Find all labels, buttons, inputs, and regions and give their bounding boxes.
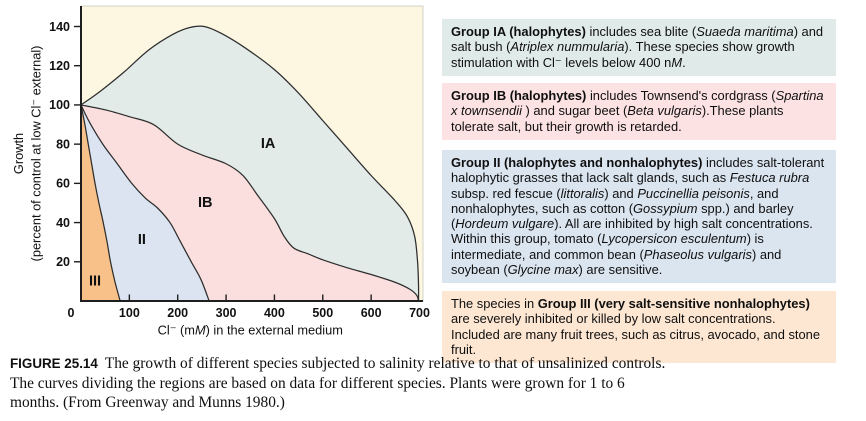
text-segment: Atriplex nummularia [510, 39, 625, 55]
y-tick-label: 60 [56, 177, 70, 191]
region-iii-curve [80, 104, 121, 302]
text-segment: The growth of different species subjecte… [10, 355, 666, 412]
text-segment: includes Townsend's cordgrass ( [586, 88, 776, 103]
text-segment: includes sea blite ( [585, 24, 697, 39]
info-box-group-ia: Group IA (halophytes) includes sea blite… [442, 19, 836, 76]
text-segment: ) are sensitive. [578, 262, 663, 278]
text-segment: FIGURE 25.14 [10, 356, 98, 371]
text-segment: Group IB (halophytes) [451, 88, 587, 103]
text-segment: ). These species show growth stimulation… [451, 39, 795, 70]
y-tick-label: 40 [56, 216, 70, 230]
y-tick-label: 140 [49, 20, 70, 34]
info-box-group-ii: Group II (halophytes and nonhalophytes) … [442, 150, 836, 284]
text-segment: Gossypium [633, 200, 698, 216]
text-segment: Hordeum vulgare [455, 216, 555, 232]
text-segment: ).These plants tolerate salt, but their … [451, 103, 784, 134]
region-ii-area [81, 104, 210, 301]
info-box-group-ib: Group IB (halophytes) includes Townsend'… [442, 83, 836, 140]
text-segment: ) is intermediate, and common bean ( [451, 231, 764, 262]
x-tick-label: 500 [312, 306, 333, 320]
text-segment: Puccinellia peisonis [637, 185, 750, 201]
text-segment: ). All are inhibited by high salt concen… [451, 216, 813, 247]
text-segment: Beta vulgaris [627, 103, 702, 119]
text-segment: Phaseolus vulgaris [643, 246, 752, 262]
svg-text:Growth: Growth [11, 133, 26, 174]
figure-caption: FIGURE 25.14 The growth of different spec… [10, 354, 668, 413]
text-segment: subsp. red fescue ( [451, 185, 561, 201]
text-segment: ) and salt bush ( [451, 24, 824, 55]
y-tick-label: 80 [56, 137, 70, 151]
region-iii-area [81, 104, 121, 301]
text-segment: ) and soybean ( [451, 246, 782, 278]
region-ib-curve [80, 104, 420, 302]
x-tick-label: 400 [264, 306, 285, 320]
text-segment: includes salt-tolerant halophytic grasse… [451, 155, 825, 186]
x-tick-label: 0 [68, 306, 75, 320]
text-segment: Glycine max [507, 262, 579, 278]
text-segment: Lycopersicon esculentum [601, 231, 747, 247]
text-segment: Suaeda maritima [696, 24, 794, 39]
region-iii-label: III [89, 273, 101, 289]
info-box-group-iii: The species in Group III (very salt-sens… [442, 291, 836, 364]
text-segment: Group III (very salt-sensitive nonhaloph… [537, 296, 810, 311]
region-ib-label: IB [198, 195, 213, 211]
y-axis-title: Growth (percent of control at low Cl⁻ ext… [11, 46, 44, 262]
y-tick-label: 100 [49, 98, 70, 112]
salinity-growth-chart: 20 40 60 80 100 120 140 0 100 200 300 400 500 600 700 I… [11, 5, 430, 338]
text-segment: are severely inhibited or killed by low … [451, 311, 821, 357]
region-ii-curve [80, 104, 210, 302]
text-segment: , and nonhalophytes, such as cotton ( [451, 185, 779, 216]
x-tick-label: 100 [119, 306, 140, 320]
y-tick-label: 20 [56, 255, 70, 269]
x-tick-label: 300 [216, 306, 237, 320]
text-segment: Group II (halophytes and nonhalophytes) [451, 155, 703, 170]
region-ia-label: IA [261, 136, 276, 152]
text-segment: spp.) and barley ( [451, 200, 794, 232]
region-ii-label: II [138, 232, 146, 248]
axes [80, 6, 423, 302]
x-tick-label: 200 [167, 306, 188, 320]
text-segment: ) and [604, 185, 638, 201]
text-segment: ) and sugar beet ( [521, 103, 628, 119]
y-tick-label: 120 [49, 59, 70, 73]
x-axis-title: Cl⁻ (mM) in the external medium [158, 323, 343, 338]
text-segment: Festuca rubra [729, 170, 810, 186]
text-segment: Group IA (halophytes) [451, 24, 586, 39]
text-segment: M [671, 54, 683, 70]
x-tick-label: 600 [361, 306, 382, 320]
text-segment: . [682, 54, 686, 70]
region-ia-curve [80, 25, 420, 302]
x-tick-label: 700 [409, 306, 430, 320]
svg-text:(percent of control at low Cl⁻: (percent of control at low Cl⁻ external) [29, 46, 44, 262]
text-segment: littoralis [560, 185, 605, 201]
text-segment: Spartina x townsendii [451, 88, 824, 119]
text-segment: The species in [451, 296, 538, 311]
